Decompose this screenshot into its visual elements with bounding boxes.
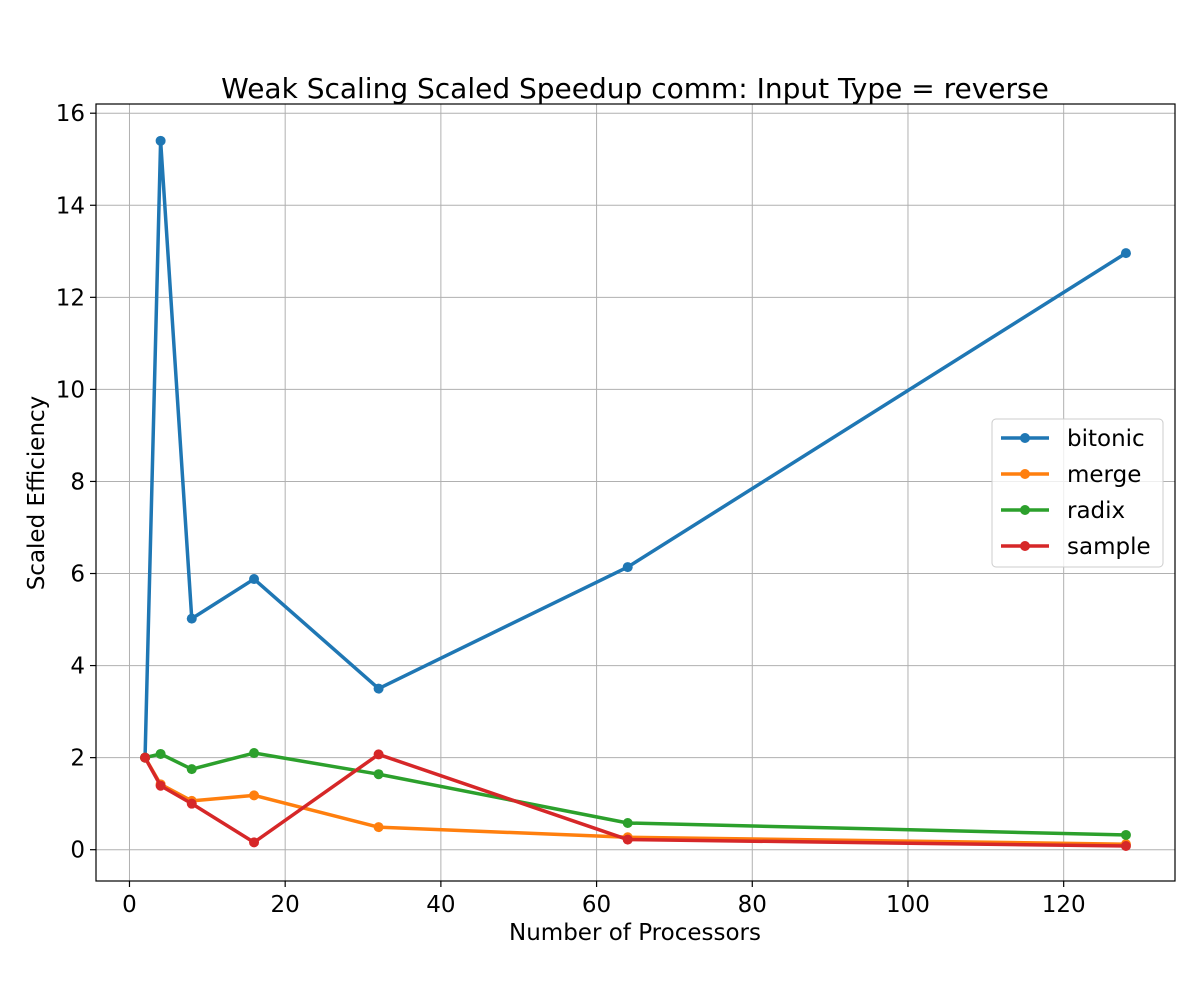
- data-point-radix: [1120, 829, 1131, 840]
- legend-label: bitonic: [1067, 426, 1145, 452]
- series-sample: [140, 749, 1131, 852]
- data-point-bitonic: [622, 562, 633, 573]
- data-point-bitonic: [1120, 248, 1131, 259]
- data-point-bitonic: [249, 574, 260, 585]
- legend-label: merge: [1067, 462, 1141, 488]
- legend-box: [991, 418, 1164, 568]
- x-tick-label: 100: [886, 892, 930, 918]
- x-tick-label: 40: [426, 892, 455, 918]
- y-axis-ticks: 0 2 4 6 8 10 12 14 16: [56, 101, 96, 864]
- y-tick-label: 10: [56, 377, 85, 403]
- y-tick-label: 8: [70, 469, 85, 495]
- data-point-sample: [1120, 841, 1131, 852]
- chart-title: Weak Scaling Scaled Speedup comm: Input …: [221, 72, 1049, 105]
- data-point-bitonic: [373, 683, 384, 694]
- y-tick-label: 2: [70, 746, 85, 772]
- legend-item-radix: radix: [1001, 498, 1125, 524]
- plot-frame: [95, 103, 1176, 882]
- legend-swatch-marker: [1020, 469, 1030, 479]
- data-point-bitonic: [186, 613, 197, 624]
- data-point-radix: [155, 748, 166, 759]
- legend: bitonic merge radix sample: [991, 418, 1164, 568]
- legend-item-sample: sample: [1001, 534, 1151, 560]
- data-point-sample: [140, 752, 151, 763]
- legend-item-bitonic: bitonic: [1001, 426, 1145, 452]
- y-tick-label: 4: [70, 654, 85, 680]
- x-tick-label: 0: [122, 892, 137, 918]
- y-tick-label: 6: [70, 562, 85, 588]
- legend-swatch-marker: [1020, 541, 1030, 551]
- y-tick-label: 0: [70, 838, 85, 864]
- data-point-radix: [249, 748, 260, 759]
- x-tick-label: 20: [271, 892, 300, 918]
- data-point-sample: [622, 834, 633, 845]
- data-point-bitonic: [155, 135, 166, 146]
- series-line-radix: [142, 751, 1128, 837]
- data-point-sample: [373, 749, 384, 760]
- data-point-radix: [622, 818, 633, 829]
- data-point-sample: [249, 837, 260, 848]
- data-point-merge: [249, 790, 260, 801]
- legend-swatch-marker: [1020, 505, 1030, 515]
- series-merge: [140, 752, 1131, 850]
- x-tick-label: 60: [582, 892, 611, 918]
- series-bitonic: [140, 135, 1131, 763]
- x-axis-label: Number of Processors: [509, 920, 761, 946]
- y-tick-label: 16: [56, 101, 85, 127]
- data-point-sample: [186, 798, 197, 809]
- y-tick-label: 14: [56, 193, 85, 219]
- y-tick-label: 12: [56, 285, 85, 311]
- x-tick-label: 120: [1042, 892, 1086, 918]
- x-axis-ticks: 0 20 40 60 80 100 120: [122, 881, 1086, 918]
- legend-label: radix: [1067, 498, 1125, 524]
- data-point-sample: [155, 780, 166, 791]
- series-group: [140, 135, 1131, 852]
- data-point-merge: [373, 822, 384, 833]
- legend-swatch-marker: [1020, 433, 1030, 443]
- series-radix: [140, 748, 1131, 840]
- data-point-radix: [373, 769, 384, 780]
- x-tick-label: 80: [738, 892, 767, 918]
- legend-item-merge: merge: [1001, 462, 1141, 488]
- legend-label: sample: [1067, 534, 1151, 560]
- data-point-radix: [186, 764, 197, 775]
- y-axis-label: Scaled Efficiency: [24, 396, 50, 591]
- grid: [96, 104, 1175, 881]
